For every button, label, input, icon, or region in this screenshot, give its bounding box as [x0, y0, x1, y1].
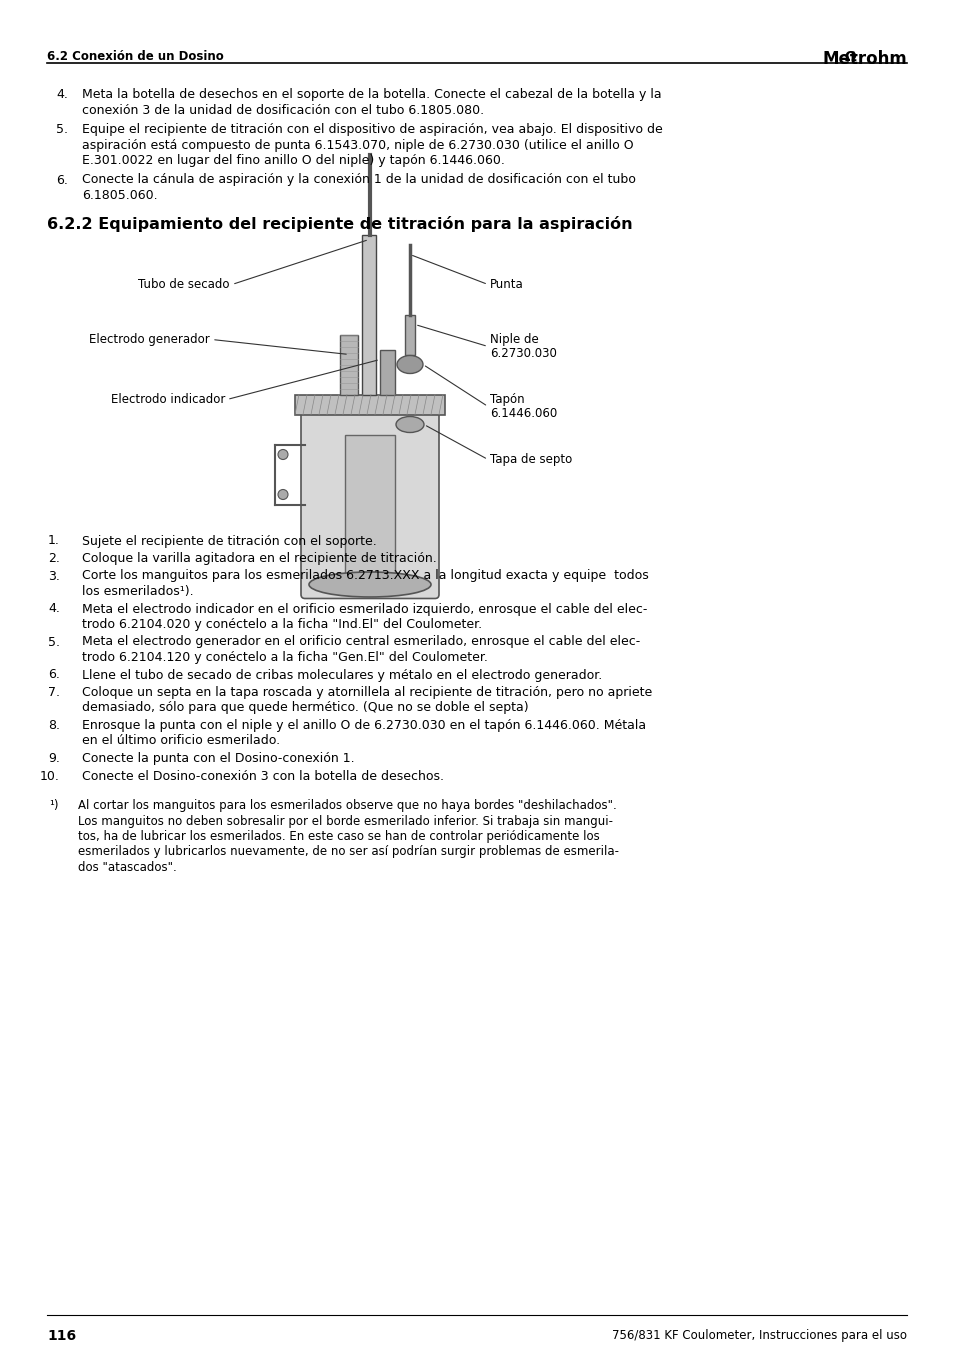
- Text: Meta la botella de desechos en el soporte de la botella. Conecte el cabezal de l: Meta la botella de desechos en el soport…: [82, 88, 661, 101]
- Text: 4.: 4.: [56, 88, 68, 101]
- Text: 10.: 10.: [40, 770, 60, 782]
- Circle shape: [277, 489, 288, 500]
- FancyBboxPatch shape: [405, 315, 415, 354]
- Text: 4.: 4.: [48, 603, 60, 616]
- Text: Niple de: Niple de: [490, 332, 538, 346]
- Text: Tapa de septo: Tapa de septo: [490, 453, 572, 466]
- Text: 6.1805.060.: 6.1805.060.: [82, 189, 157, 203]
- Text: Meta el electrodo generador en el orificio central esmerilado, enrosque el cable: Meta el electrodo generador en el orific…: [82, 635, 639, 648]
- Text: Coloque la varilla agitadora en el recipiente de titración.: Coloque la varilla agitadora en el recip…: [82, 553, 436, 565]
- Text: 6.: 6.: [56, 173, 68, 186]
- Text: 2.: 2.: [48, 553, 60, 565]
- Text: 6.: 6.: [48, 669, 60, 681]
- Text: Conecte la cánula de aspiración y la conexión 1 de la unidad de dosificación con: Conecte la cánula de aspiración y la con…: [82, 173, 636, 186]
- Text: los esmerilados¹).: los esmerilados¹).: [82, 585, 193, 598]
- Text: 8.: 8.: [48, 719, 60, 732]
- Ellipse shape: [395, 416, 423, 432]
- Text: Coloque un septa en la tapa roscada y atornillela al recipiente de titración, pe: Coloque un septa en la tapa roscada y at…: [82, 686, 652, 698]
- Text: Electrodo generador: Electrodo generador: [90, 332, 210, 346]
- Text: esmerilados y lubricarlos nuevamente, de no ser así podrían surgir problemas de : esmerilados y lubricarlos nuevamente, de…: [78, 846, 618, 858]
- Text: Corte los manguitos para los esmerilados 6.2713.XXX a la longitud exacta y equip: Corte los manguitos para los esmerilados…: [82, 570, 648, 582]
- Text: 5.: 5.: [48, 635, 60, 648]
- Text: Llene el tubo de secado de cribas moleculares y métalo en el electrodo generador: Llene el tubo de secado de cribas molecu…: [82, 669, 601, 681]
- Text: 1.: 1.: [48, 535, 60, 547]
- Text: 6.2.2 Equipamiento del recipiente de titración para la aspiración: 6.2.2 Equipamiento del recipiente de tit…: [47, 216, 632, 232]
- Text: aspiración está compuesto de punta 6.1543.070, niple de 6.2730.030 (utilice el a: aspiración está compuesto de punta 6.154…: [82, 139, 633, 151]
- Text: Al cortar los manguitos para los esmerilados observe que no haya bordes "deshila: Al cortar los manguitos para los esmeril…: [78, 798, 616, 812]
- Text: Ω: Ω: [844, 50, 856, 63]
- Text: E.301.0022 en lugar del fino anillo O del niple) y tapón 6.1446.060.: E.301.0022 en lugar del fino anillo O de…: [82, 154, 504, 168]
- Text: 5.: 5.: [56, 123, 68, 136]
- Text: dos "atascados".: dos "atascados".: [78, 861, 176, 874]
- Text: 116: 116: [47, 1329, 76, 1343]
- Text: conexión 3 de la unidad de dosificación con el tubo 6.1805.080.: conexión 3 de la unidad de dosificación …: [82, 104, 483, 116]
- Text: en el último orificio esmerilado.: en el último orificio esmerilado.: [82, 735, 280, 747]
- Text: Meta el electrodo indicador en el orificio esmerilado izquierdo, enrosque el cab: Meta el electrodo indicador en el orific…: [82, 603, 647, 616]
- FancyBboxPatch shape: [345, 435, 395, 574]
- Text: 6.2 Conexión de un Dosino: 6.2 Conexión de un Dosino: [47, 50, 224, 63]
- Text: Metrohm: Metrohm: [821, 50, 906, 68]
- Text: Punta: Punta: [490, 278, 523, 290]
- Text: 6.2730.030: 6.2730.030: [490, 347, 557, 359]
- Text: demasiado, sólo para que quede hermético. (Que no se doble el septa): demasiado, sólo para que quede hermético…: [82, 701, 528, 715]
- Ellipse shape: [396, 355, 422, 373]
- Circle shape: [277, 450, 288, 459]
- Text: Electrodo indicador: Electrodo indicador: [111, 393, 225, 407]
- Text: 756/831 KF Coulometer, Instrucciones para el uso: 756/831 KF Coulometer, Instrucciones par…: [612, 1329, 906, 1342]
- FancyBboxPatch shape: [379, 350, 395, 394]
- Text: 7.: 7.: [48, 686, 60, 698]
- Text: Tubo de secado: Tubo de secado: [138, 278, 230, 290]
- Text: Sujete el recipiente de titración con el soporte.: Sujete el recipiente de titración con el…: [82, 535, 376, 547]
- Text: 9.: 9.: [48, 753, 60, 765]
- FancyBboxPatch shape: [294, 394, 444, 415]
- Text: Conecte el Dosino-conexión 3 con la botella de desechos.: Conecte el Dosino-conexión 3 con la bote…: [82, 770, 443, 782]
- FancyBboxPatch shape: [361, 235, 375, 394]
- FancyBboxPatch shape: [301, 411, 438, 598]
- Text: Los manguitos no deben sobresalir por el borde esmerilado inferior. Si trabaja s: Los manguitos no deben sobresalir por el…: [78, 815, 613, 828]
- Ellipse shape: [309, 571, 431, 597]
- Text: Enrosque la punta con el niple y el anillo O de 6.2730.030 en el tapón 6.1446.06: Enrosque la punta con el niple y el anil…: [82, 719, 645, 732]
- Text: Conecte la punta con el Dosino-conexión 1.: Conecte la punta con el Dosino-conexión …: [82, 753, 355, 765]
- Text: ¹): ¹): [49, 798, 58, 812]
- Text: Equipe el recipiente de titración con el dispositivo de aspiración, vea abajo. E: Equipe el recipiente de titración con el…: [82, 123, 662, 136]
- FancyBboxPatch shape: [339, 335, 357, 394]
- Text: 6.1446.060: 6.1446.060: [490, 407, 557, 420]
- Text: trodo 6.2104.020 y conéctelo a la ficha "Ind.El" del Coulometer.: trodo 6.2104.020 y conéctelo a la ficha …: [82, 617, 481, 631]
- Text: tos, ha de lubricar los esmerilados. En este caso se han de controlar periódicam: tos, ha de lubricar los esmerilados. En …: [78, 830, 599, 843]
- Text: 3.: 3.: [48, 570, 60, 582]
- Text: Tapón: Tapón: [490, 393, 524, 407]
- Text: trodo 6.2104.120 y conéctelo a la ficha "Gen.El" del Coulometer.: trodo 6.2104.120 y conéctelo a la ficha …: [82, 651, 487, 663]
